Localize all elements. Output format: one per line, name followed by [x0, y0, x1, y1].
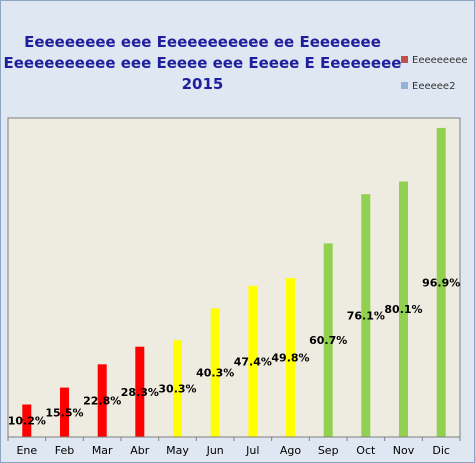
legend-label-2: Eeeeee2 [412, 81, 455, 92]
data-label: 10.2% [8, 415, 46, 428]
chart-title-line-3: 2015 [181, 75, 224, 93]
data-label: 28.3% [121, 386, 159, 399]
legend-label-1: Eeeeeeeee [412, 55, 468, 66]
chart-title: Eeeeeeeee eee Eeeeeeeeeee ee Eeeeeeee Ee… [0, 32, 405, 95]
legend-swatch-2 [401, 82, 408, 89]
x-tick-label: Ene [16, 444, 37, 457]
chart-title-line-1: Eeeeeeeee eee Eeeeeeeeeee ee Eeeeeeee [24, 33, 381, 51]
bar-jun [210, 308, 220, 437]
plot-area [7, 117, 461, 438]
x-axis-ticks: Ene Feb Mar Abr May Jun Jul Ago Sep Oct Nov Dic [7, 437, 461, 457]
x-tick-label: Mar [92, 444, 113, 457]
bar-jul [248, 285, 258, 437]
x-tick-label: Jul [245, 444, 259, 457]
bar-dic [436, 127, 446, 438]
data-label: 30.3% [158, 383, 196, 396]
data-label: 96.9% [422, 276, 460, 289]
bar-feb [60, 387, 69, 437]
data-label: 49.8% [271, 352, 309, 365]
x-tick-label: Feb [55, 444, 74, 457]
legend-swatch-1 [401, 56, 408, 63]
bars-group [22, 127, 446, 438]
data-labels-group: 10.2%15.5%22.8%28.3% 30.3%40.3%47.4% 49.8%… [8, 276, 461, 427]
data-label: 76.1% [347, 310, 385, 323]
x-tick-label: Ago [280, 444, 302, 457]
data-label: 15.5% [45, 406, 83, 419]
data-label: 47.4% [234, 355, 272, 368]
bar-ago [286, 278, 295, 437]
bar-sep [323, 243, 333, 437]
data-label: 60.7% [309, 334, 347, 347]
x-tick-label: Nov [393, 444, 415, 457]
x-tick-label: Sep [318, 444, 339, 457]
bar-oct [361, 194, 371, 437]
legend: Eeeeeeeee Eeeeee2 [401, 55, 468, 92]
data-label: 22.8% [83, 395, 121, 408]
x-tick-label: Jun [206, 444, 224, 457]
bar-mar [97, 364, 107, 437]
chart-title-line-2: Eeeeeeeeeee eee Eeeee eee Eeeee E Eeeeee… [3, 54, 402, 72]
x-tick-label: May [166, 444, 189, 457]
bar-may [173, 340, 182, 437]
bar-ene [22, 404, 32, 437]
bar-abr [135, 346, 145, 437]
x-tick-label: Dic [432, 444, 450, 457]
x-tick-label: Abr [130, 444, 150, 457]
bar-nov [399, 181, 408, 437]
data-label: 40.3% [196, 367, 234, 380]
x-tick-label: Oct [356, 444, 376, 457]
data-label: 80.1% [384, 303, 422, 316]
